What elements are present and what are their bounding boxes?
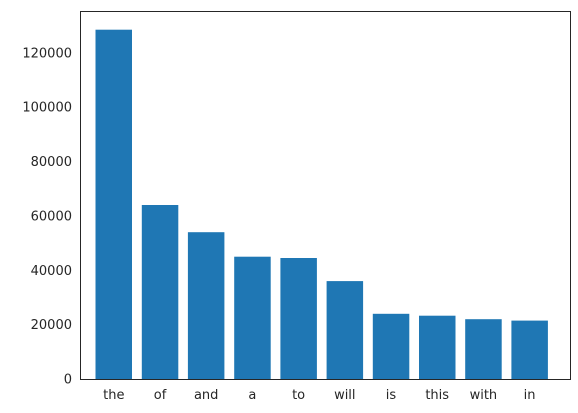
- bar-of: [141, 205, 179, 379]
- y-tick-label: 20000: [31, 318, 72, 333]
- x-tick-label: of: [154, 388, 167, 403]
- x-tick-label: to: [292, 388, 305, 403]
- x-tick-label: and: [194, 388, 218, 403]
- x-tick-label: will: [334, 388, 355, 403]
- x-tick-label: is: [386, 388, 397, 403]
- bar-will: [326, 281, 364, 379]
- x-axis: the of and a to will is this with in: [103, 388, 535, 403]
- x-tick-label: the: [103, 388, 124, 403]
- y-axis: 0 20000 40000 60000 80000 100000 120000: [22, 46, 72, 387]
- bar-is: [372, 313, 410, 379]
- x-tick-label: in: [524, 388, 536, 403]
- x-tick-label: with: [470, 388, 498, 403]
- x-tick-label: a: [248, 388, 256, 403]
- y-tick-label: 0: [64, 373, 72, 388]
- y-tick-label: 120000: [22, 46, 72, 61]
- y-tick-label: 80000: [31, 155, 72, 170]
- bar-with: [465, 319, 502, 379]
- y-tick-label: 100000: [22, 101, 72, 116]
- bar-this: [419, 315, 456, 379]
- y-tick-label: 60000: [31, 209, 72, 224]
- x-tick-label: this: [425, 388, 449, 403]
- bar-and: [187, 232, 225, 379]
- bar-a: [234, 256, 271, 379]
- axes-frame: [80, 11, 571, 380]
- y-tick-label: 40000: [31, 264, 72, 279]
- bar-to: [280, 258, 317, 379]
- bar-in: [511, 320, 548, 379]
- bar-the: [95, 29, 132, 379]
- bars-group: [95, 29, 548, 379]
